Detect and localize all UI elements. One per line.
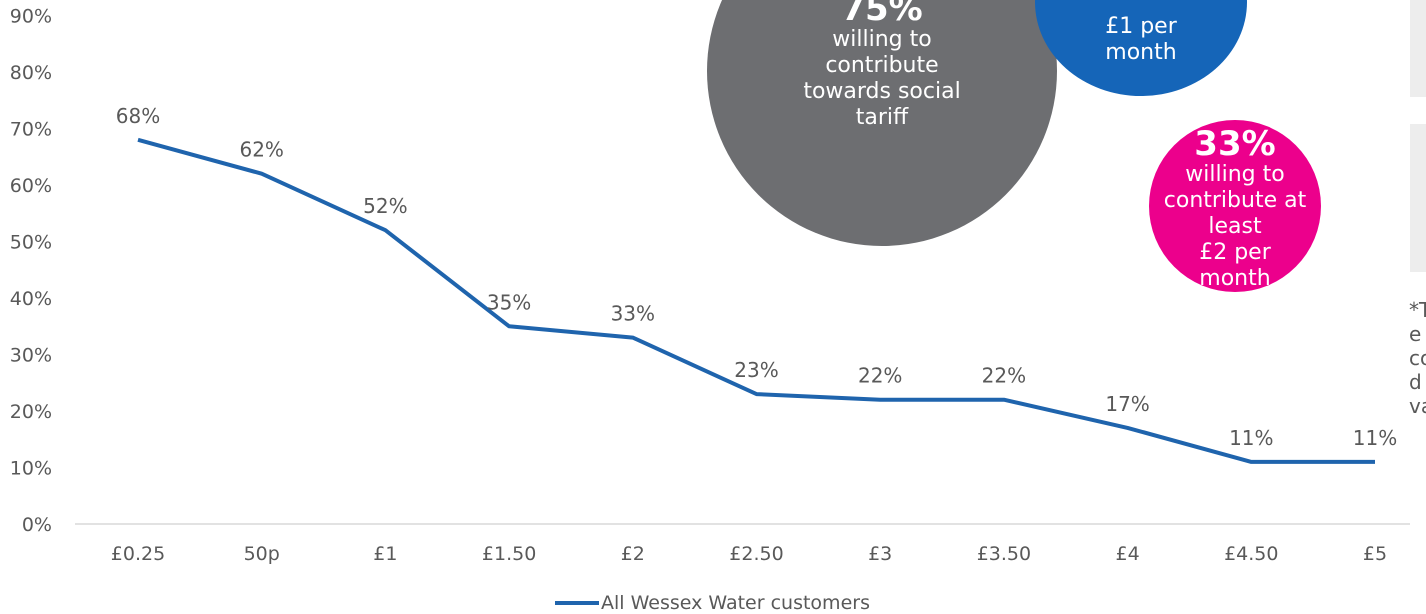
data-label: 68%	[116, 104, 160, 128]
data-labels: 68% 62% 52% 35% 33% 23% 22% 22% 17% 11% 11%	[116, 104, 1397, 450]
data-label: 11%	[1229, 426, 1273, 450]
data-label: 22%	[982, 364, 1026, 388]
y-tick-label: 30%	[10, 345, 52, 367]
series-line-all-wessex-water-customers	[137, 137, 1375, 464]
data-label: 22%	[858, 364, 902, 388]
y-tick-label: 80%	[10, 62, 52, 84]
callout-grey-text: willing to contribute towards social tar…	[803, 27, 961, 130]
x-tick-label: £4	[1116, 543, 1140, 565]
side-footnote-text: *T e co d va	[1409, 298, 1426, 418]
y-tick-label: 50%	[10, 232, 52, 254]
y-tick-label: 10%	[10, 458, 52, 480]
y-tick-label: 20%	[10, 401, 52, 423]
data-label: 33%	[611, 302, 655, 326]
data-label: 62%	[239, 138, 283, 162]
y-tick-label: 70%	[10, 119, 52, 141]
y-tick-label: 40%	[10, 288, 52, 310]
legend-label: All Wessex Water customers	[601, 592, 870, 614]
x-tick-label: £1	[373, 543, 397, 565]
data-label: 23%	[734, 358, 778, 382]
x-tick-label: £3.50	[977, 543, 1031, 565]
x-axis-ticks: £0.25 50p £1 £1.50 £2 £2.50 £3 £3.50 £4 £4.50 £5	[111, 543, 1387, 565]
y-tick-label: 90%	[10, 6, 52, 28]
y-axis-ticks: 0% 10% 20% 30% 40% 50% 60% 70% 80% 90%	[10, 6, 52, 537]
data-label: 17%	[1105, 392, 1149, 416]
y-tick-label: 0%	[22, 514, 52, 536]
data-label: 35%	[487, 290, 531, 314]
x-tick-label: £5	[1363, 543, 1387, 565]
x-tick-label: 50p	[244, 543, 280, 565]
x-tick-label: £0.25	[111, 543, 165, 565]
x-tick-label: £2.50	[729, 543, 783, 565]
side-panel-middle	[1410, 124, 1426, 272]
data-label: 11%	[1353, 426, 1397, 450]
chart-legend: All Wessex Water customers	[555, 592, 870, 614]
x-tick-label: £2	[621, 543, 645, 565]
callout-bubble-pink: 33% willing to contribute at least £2 pe…	[1149, 120, 1321, 292]
data-label: 52%	[363, 194, 407, 218]
side-panel-top	[1410, 0, 1426, 97]
x-tick-label: £4.50	[1224, 543, 1278, 565]
callout-blue-text: £1 per month	[1105, 14, 1177, 65]
x-tick-label: £1.50	[482, 543, 536, 565]
callout-pink-text: willing to contribute at least £2 per mo…	[1163, 162, 1307, 291]
legend-swatch	[555, 601, 599, 605]
callout-pink-percent: 33%	[1194, 124, 1276, 164]
y-tick-label: 60%	[10, 175, 52, 197]
callout-grey-percent: 75%	[841, 0, 923, 29]
x-tick-label: £3	[868, 543, 892, 565]
